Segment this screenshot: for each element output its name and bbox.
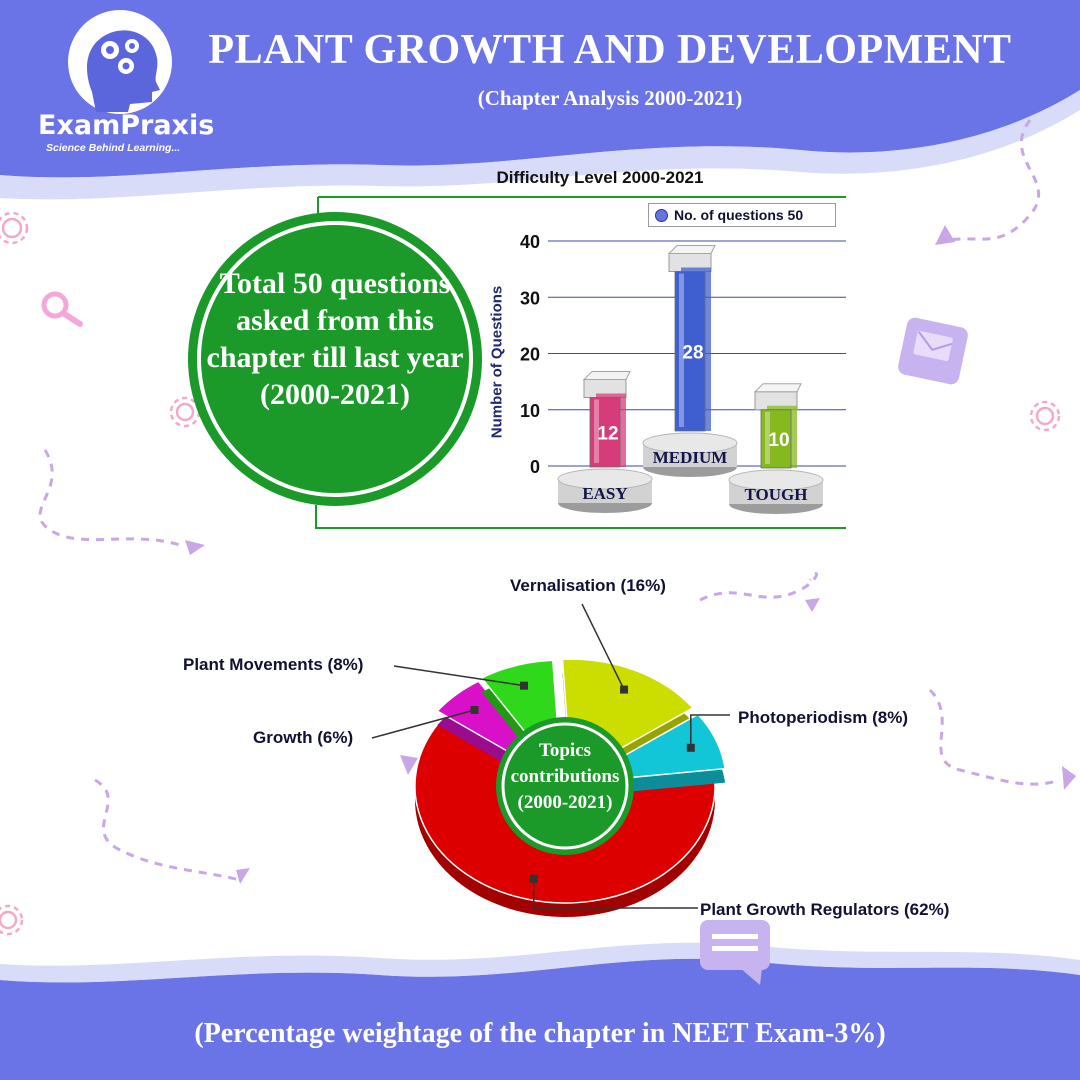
header-wave-shadow: [0, 90, 1080, 200]
pie-leader-line: [371, 709, 475, 739]
magnifier-icon: [41, 291, 83, 327]
summary-circle-ring: [197, 221, 473, 497]
footer-wave: [0, 958, 1080, 1080]
bar-glass-cap-top: [753, 383, 802, 393]
legend-marker: [655, 208, 668, 222]
pie-leader-lines: [371, 603, 730, 909]
pie-leader-marker: [520, 681, 529, 690]
donut-center: [496, 717, 634, 855]
chat-bubble-icon: [700, 920, 770, 985]
y-tick-label: 10: [520, 401, 540, 421]
pedestal-top: [557, 468, 653, 490]
pie-label-plant-growth-regulators: Plant Growth Regulators (62%): [700, 900, 950, 919]
pie-label-photoperiodism: Photoperiodism (8%): [738, 708, 909, 727]
envelope-icon: [898, 317, 968, 385]
y-tick-label: 30: [520, 288, 540, 308]
footer-weightage-text: (Percentage weightage of the chapter in …: [194, 1018, 886, 1049]
decor-arrows: [185, 225, 1076, 884]
y-tick-label: 40: [520, 232, 540, 252]
brand-name: ExamPraxis: [38, 110, 215, 141]
summary-circle-text: Total 50 questions asked from this chapt…: [206, 267, 464, 411]
page-title: PLANT GROWTH AND DEVELOPMENT: [208, 27, 1012, 73]
pie-leader-marker: [686, 743, 695, 752]
page-subtitle: (Chapter Analysis 2000-2021): [477, 86, 743, 110]
bar-legend: No. of questions 50: [648, 203, 836, 227]
bar: [589, 397, 621, 468]
brand-tagline: Science Behind Learning...: [46, 142, 181, 154]
bar-category-label: TOUGH: [745, 485, 808, 504]
bar-value-label: 28: [682, 342, 703, 363]
bar-category-label: EASY: [582, 484, 627, 503]
bar-category-label: MEDIUM: [653, 448, 728, 467]
summary-circle-outer: [188, 212, 482, 506]
pie-leader-marker: [529, 874, 538, 883]
footer-wave-shadow: [0, 942, 1080, 983]
bar-highlight: [765, 411, 770, 464]
bar: [760, 409, 792, 469]
bar-marks: EASY 12 MEDIUM 28 TOUGH 10: [557, 245, 824, 514]
frame-bottom: [315, 505, 846, 529]
pie-label-vernalisation: Vernalisation (16%): [510, 576, 666, 595]
legend-label: No. of questions 50: [674, 207, 804, 223]
pedestal-top: [642, 432, 738, 454]
pie-leader-line: [393, 665, 525, 687]
y-tick-label: 0: [530, 457, 540, 477]
pie-label-growth: Growth (6%): [253, 728, 354, 747]
pie-leader-marker: [470, 705, 479, 714]
pie-leader-marker: [620, 685, 629, 694]
donut-center-label: Topics contributions (2000-2021): [510, 740, 620, 813]
header-wave: [0, 0, 1080, 178]
pie-leader-line: [581, 603, 625, 690]
donut-center-ring: [501, 722, 629, 850]
bar-value-label: 12: [597, 423, 618, 444]
pie-label-plant-movements: Plant Movements (8%): [183, 655, 364, 674]
y-tick-label: 20: [520, 345, 540, 365]
bar-value-label: 10: [768, 430, 789, 451]
bar-highlight: [679, 273, 684, 427]
bar-highlight: [594, 399, 599, 463]
pie-leader-line: [690, 714, 730, 748]
bar-glass-cap-top: [667, 245, 716, 254]
decor-dashed-lines: [38, 119, 1061, 882]
bar-chart-title: Difficulty Level 2000-2021: [496, 168, 704, 187]
pie-leader-line: [532, 878, 698, 909]
bar-y-ticks: 0 10 20 30 40: [520, 232, 540, 477]
bar: [674, 271, 706, 432]
head-gears-icon: [68, 10, 172, 114]
bar-glass-cap-top: [582, 371, 631, 380]
pedestal-top: [728, 469, 824, 491]
